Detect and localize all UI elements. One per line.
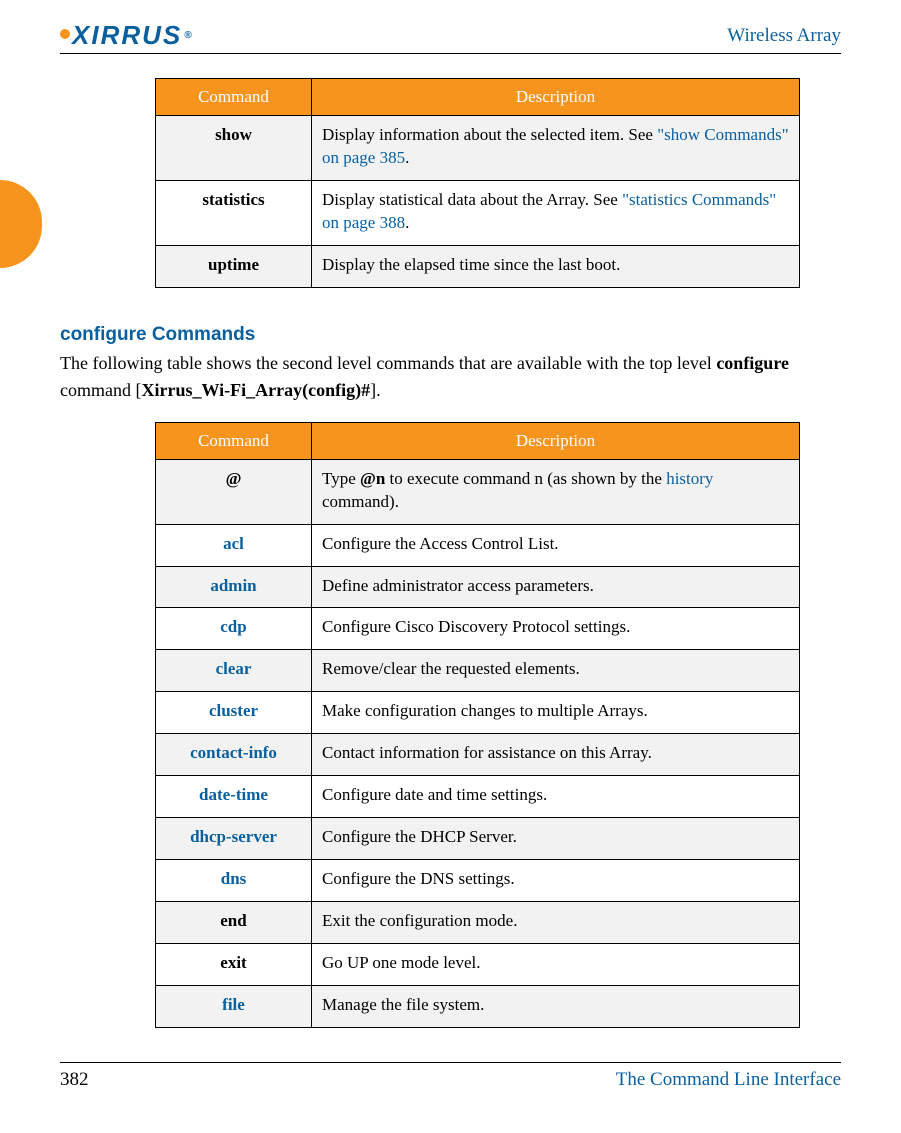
- command-cell[interactable]: clear: [156, 650, 312, 692]
- description-text: Configure the Access Control List.: [322, 534, 559, 553]
- table-row: statistics Display statistical data about…: [156, 180, 800, 245]
- table1-header-command: Command: [156, 79, 312, 116]
- table-row: cluster Make configuration changes to mul…: [156, 692, 800, 734]
- description-text: Configure Cisco Discovery Protocol setti…: [322, 617, 630, 636]
- description-text: Display statistical data about the Array…: [322, 190, 622, 209]
- description-text: Go UP one mode level.: [322, 953, 480, 972]
- section-paragraph: The following table shows the second lev…: [60, 350, 841, 404]
- command-cell[interactable]: cluster: [156, 692, 312, 734]
- description-text: command).: [322, 492, 399, 511]
- table-row: uptime Display the elapsed time since the…: [156, 245, 800, 287]
- description-cell: Display information about the selected i…: [312, 116, 800, 181]
- page-number: 382: [60, 1069, 89, 1091]
- description-cell: Configure the DHCP Server.: [312, 818, 800, 860]
- main-content: Command Description show Display informat…: [155, 78, 841, 1028]
- description-text: Configure the DNS settings.: [322, 869, 515, 888]
- table-row: dhcp-server Configure the DHCP Server.: [156, 818, 800, 860]
- description-cell: Type @n to execute command n (as shown b…: [312, 459, 800, 524]
- command-cell[interactable]: dhcp-server: [156, 818, 312, 860]
- table-row: clear Remove/clear the requested elements…: [156, 650, 800, 692]
- description-text: Display the elapsed time since the last …: [322, 255, 620, 274]
- table-row: contact-info Contact information for assi…: [156, 734, 800, 776]
- description-text: Display information about the selected i…: [322, 125, 657, 144]
- description-cell: Configure the DNS settings.: [312, 860, 800, 902]
- footer-section-title: The Command Line Interface: [616, 1069, 841, 1091]
- command-cell: show: [156, 116, 312, 181]
- table-row: end Exit the configuration mode.: [156, 902, 800, 944]
- paragraph-text: configure: [716, 353, 789, 373]
- page-container: XIRRUS ® Wireless Array Command Descript…: [0, 0, 901, 1091]
- command-cell: end: [156, 902, 312, 944]
- description-cell: Configure date and time settings.: [312, 776, 800, 818]
- table2-header-description: Description: [312, 422, 800, 459]
- description-text: to execute command n (as shown by the: [385, 469, 666, 488]
- paragraph-text: command [: [60, 380, 141, 400]
- description-text: Make configuration changes to multiple A…: [322, 701, 648, 720]
- description-text: Contact information for assistance on th…: [322, 743, 652, 762]
- description-text: Configure the DHCP Server.: [322, 827, 517, 846]
- logo-registered-mark: ®: [184, 30, 193, 41]
- description-text: Manage the file system.: [322, 995, 484, 1014]
- description-cell: Contact information for assistance on th…: [312, 734, 800, 776]
- command-cell: exit: [156, 943, 312, 985]
- table-row: exit Go UP one mode level.: [156, 943, 800, 985]
- description-cell: Display the elapsed time since the last …: [312, 245, 800, 287]
- command-cell: statistics: [156, 180, 312, 245]
- command-cell[interactable]: date-time: [156, 776, 312, 818]
- table-row: date-time Configure date and time setting…: [156, 776, 800, 818]
- command-cell[interactable]: dns: [156, 860, 312, 902]
- description-cell: Remove/clear the requested elements.: [312, 650, 800, 692]
- description-cell: Configure the Access Control List.: [312, 524, 800, 566]
- commands-table-1: Command Description show Display informat…: [155, 78, 800, 288]
- description-text: Configure date and time settings.: [322, 785, 547, 804]
- description-cell: Configure Cisco Discovery Protocol setti…: [312, 608, 800, 650]
- command-cell[interactable]: cdp: [156, 608, 312, 650]
- table-row: file Manage the file system.: [156, 985, 800, 1027]
- paragraph-text: Xirrus_Wi-Fi_Array(config)#: [141, 380, 370, 400]
- description-text: Exit the configuration mode.: [322, 911, 517, 930]
- description-cell: Define administrator access parameters.: [312, 566, 800, 608]
- logo-text: XIRRUS: [72, 20, 182, 51]
- paragraph-text: The following table shows the second lev…: [60, 353, 716, 373]
- description-text: Type: [322, 469, 360, 488]
- header-title: Wireless Array: [727, 25, 841, 47]
- command-cell[interactable]: admin: [156, 566, 312, 608]
- paragraph-text: ].: [370, 380, 381, 400]
- command-cell[interactable]: file: [156, 985, 312, 1027]
- page-footer: 382 The Command Line Interface: [60, 1062, 841, 1091]
- description-text: .: [405, 148, 409, 167]
- section-heading: configure Commands: [60, 324, 841, 346]
- description-cell: Exit the configuration mode.: [312, 902, 800, 944]
- table-row: dns Configure the DNS settings.: [156, 860, 800, 902]
- table-row: show Display information about the select…: [156, 116, 800, 181]
- thumb-tab: [0, 180, 42, 268]
- description-cell: Go UP one mode level.: [312, 943, 800, 985]
- table-row: cdp Configure Cisco Discovery Protocol s…: [156, 608, 800, 650]
- command-cell: uptime: [156, 245, 312, 287]
- description-text: .: [405, 213, 409, 232]
- commands-table-2: Command Description @Type @n to execute …: [155, 422, 800, 1028]
- description-text: Define administrator access parameters.: [322, 576, 594, 595]
- page-header: XIRRUS ® Wireless Array: [60, 20, 841, 54]
- description-text: @n: [360, 469, 385, 488]
- command-cell[interactable]: acl: [156, 524, 312, 566]
- description-cell: Manage the file system.: [312, 985, 800, 1027]
- description-cell: Make configuration changes to multiple A…: [312, 692, 800, 734]
- table-row: acl Configure the Access Control List.: [156, 524, 800, 566]
- command-cell: @: [156, 459, 312, 524]
- brand-logo: XIRRUS ®: [60, 20, 194, 51]
- cross-reference-link[interactable]: history: [666, 469, 713, 488]
- table2-header-command: Command: [156, 422, 312, 459]
- table1-header-description: Description: [312, 79, 800, 116]
- logo-dot-icon: [60, 29, 70, 39]
- command-cell[interactable]: contact-info: [156, 734, 312, 776]
- description-text: Remove/clear the requested elements.: [322, 659, 580, 678]
- description-cell: Display statistical data about the Array…: [312, 180, 800, 245]
- table-row: admin Define administrator access paramet…: [156, 566, 800, 608]
- table-row: @Type @n to execute command n (as shown …: [156, 459, 800, 524]
